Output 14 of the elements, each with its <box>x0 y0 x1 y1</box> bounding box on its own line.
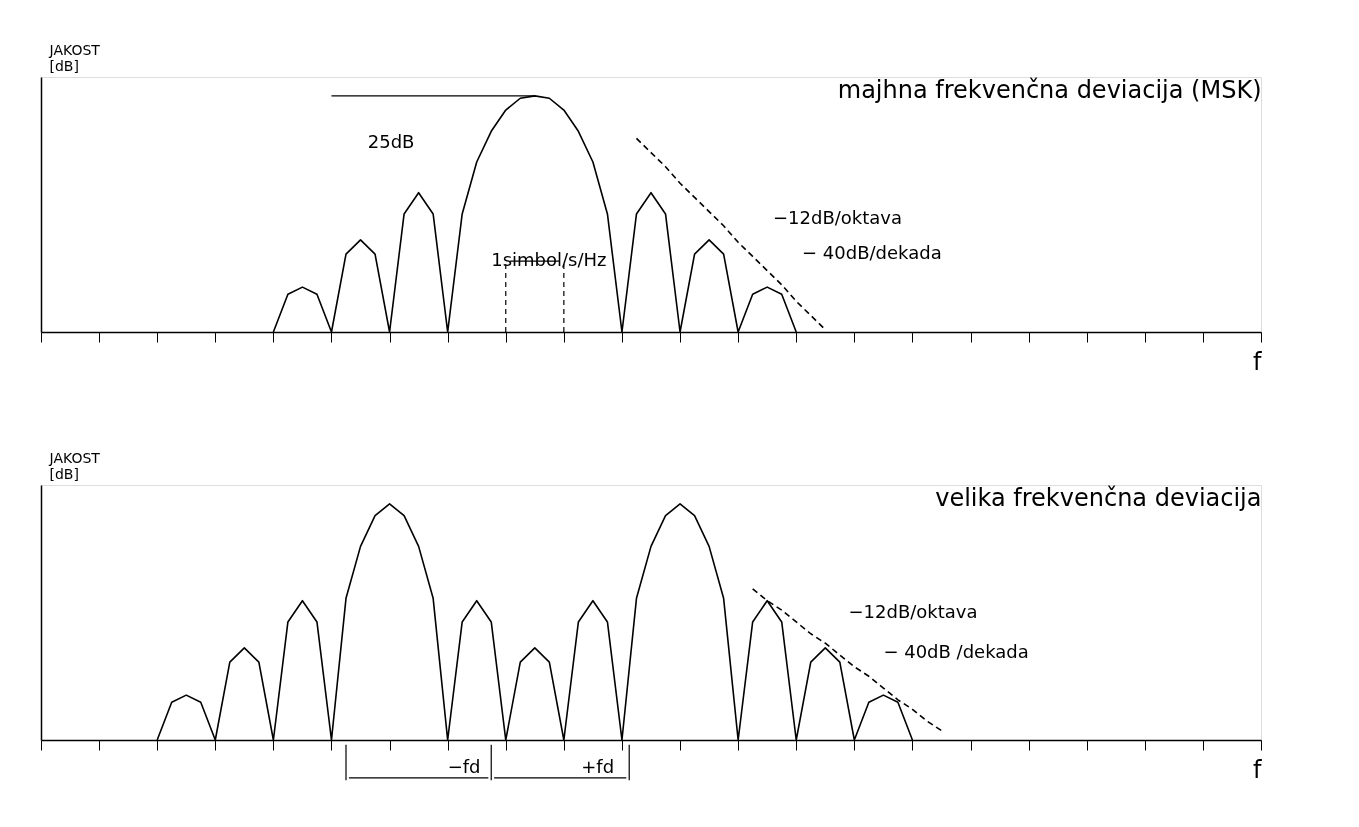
y-axis-title: JAKOST [dB] <box>48 41 101 74</box>
annotation: −12dB/oktava <box>848 600 978 622</box>
annotation: − 40dB/dekada <box>802 242 942 264</box>
x-axis-title: f <box>1253 756 1263 784</box>
chart-title: velika frekvenčna deviacija <box>935 484 1262 512</box>
text: −fd <box>447 756 481 778</box>
chart-title: majhna frekvenčna deviacija (MSK) <box>837 76 1262 104</box>
annotation: − 40dB /dekada <box>883 640 1029 662</box>
annotation: −12dB/oktava <box>773 206 903 228</box>
text: +fd <box>581 756 615 778</box>
x-axis-title: f <box>1253 348 1263 376</box>
annotation: 25dB <box>367 131 415 153</box>
y-axis-title: JAKOST [dB] <box>48 449 101 482</box>
annotation: 1simbol/s/Hz <box>491 249 607 271</box>
